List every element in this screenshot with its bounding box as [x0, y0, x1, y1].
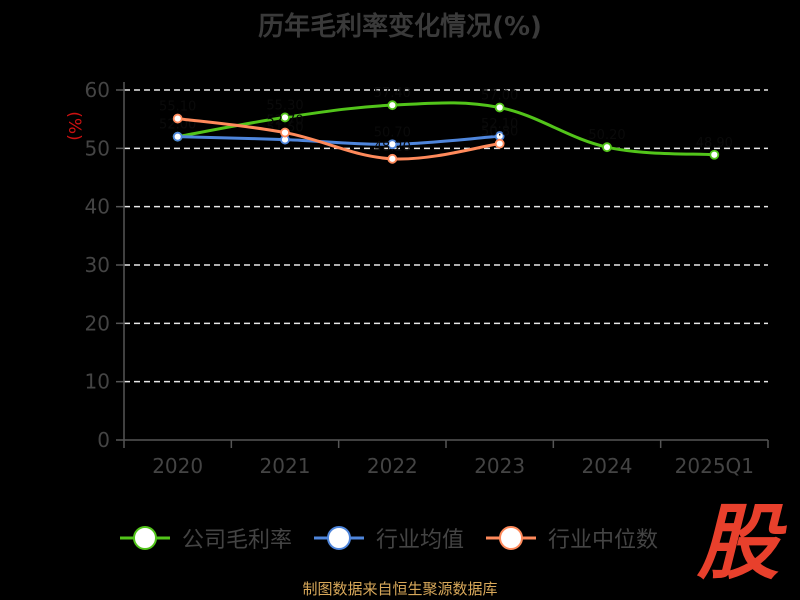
series-line — [177, 117, 500, 161]
data-point — [494, 138, 505, 149]
x-tick-label: 2020 — [152, 454, 203, 478]
series-line — [177, 134, 500, 146]
data-label: 52.70 — [266, 114, 303, 129]
legend-swatch-icon — [314, 526, 365, 550]
data-label: 48.20 — [374, 140, 411, 155]
legend-label: 行业均值 — [376, 528, 465, 553]
data-point — [172, 131, 183, 142]
legend-item: 行业中位数 — [486, 522, 658, 554]
x-tick-label: 2025Q1 — [675, 454, 754, 478]
legend-item: 行业均值 — [314, 522, 464, 554]
data-point — [387, 100, 398, 111]
data-label: 52.00 — [159, 118, 196, 133]
y-tick-label: 30 — [85, 253, 110, 277]
source-note: 制图数据来自恒生聚源数据库 — [302, 580, 498, 598]
data-label: 55.10 — [159, 100, 196, 115]
series-line — [177, 101, 715, 157]
legend-item: 公司毛利率 — [120, 522, 292, 554]
data-label: 52.00 — [159, 118, 196, 133]
data-label: 52.10 — [481, 117, 518, 132]
data-label: 50.80 — [481, 125, 518, 140]
legend-label: 公司毛利率 — [182, 528, 293, 553]
data-point — [172, 113, 183, 124]
data-label: 55.30 — [266, 98, 303, 113]
data-point — [387, 139, 398, 150]
data-label: 50.70 — [374, 125, 411, 140]
data-point — [494, 102, 505, 113]
y-tick-label: 10 — [85, 370, 110, 394]
x-tick-label: 2023 — [474, 454, 525, 478]
y-tick-label: 40 — [85, 195, 110, 219]
x-tick-label: 2022 — [367, 454, 418, 478]
data-point — [602, 142, 612, 153]
x-tick-label: 2024 — [582, 454, 633, 478]
chart-legend: 公司毛利率 行业均值 行业中位数 — [120, 520, 658, 556]
y-tick-label: 20 — [85, 311, 110, 335]
legend-swatch-icon — [486, 526, 537, 550]
data-label: 57.40 — [374, 86, 411, 101]
data-label: 48.90 — [696, 136, 733, 151]
data-point — [280, 127, 290, 138]
data-point — [387, 153, 398, 164]
y-tick-label: 50 — [85, 136, 110, 160]
data-label: 50.20 — [588, 128, 625, 143]
data-label: 57.00 — [481, 89, 518, 104]
y-axis-label: (%) — [64, 111, 84, 140]
legend-swatch-icon — [120, 526, 170, 550]
brand-logo: 股 — [697, 496, 779, 591]
y-tick-label: 60 — [85, 78, 110, 102]
data-point — [709, 149, 720, 160]
legend-label: 行业中位数 — [548, 528, 659, 553]
data-point — [280, 112, 290, 123]
y-tick-label: 0 — [97, 428, 110, 452]
chart-title: 历年毛利率变化情况(%) — [258, 12, 542, 42]
x-tick-label: 2021 — [260, 454, 311, 478]
